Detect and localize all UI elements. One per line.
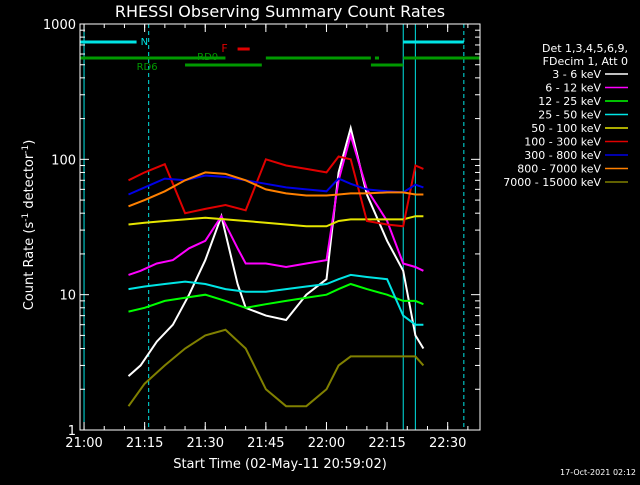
y-axis-label: Count Rate (s-1 detector-1) (21, 140, 37, 311)
x-tick-label: 22:30 (429, 436, 466, 451)
legend-label: 3 - 6 keV (552, 68, 601, 81)
y-tick-label: 1 (68, 424, 76, 439)
x-tick-label: 21:15 (126, 436, 163, 451)
x-axis-label: Start Time (02-May-11 20:59:02) (173, 457, 387, 472)
series-line-5 (128, 155, 424, 228)
series-line-1 (128, 131, 424, 276)
series-line-7 (128, 171, 424, 208)
x-tick-label: 21:45 (247, 436, 284, 451)
night-flag-label: N (141, 37, 148, 48)
rd0-flag-label: RD0 (197, 52, 218, 63)
chart-title: RHESSI Observing Summary Count Rates (115, 2, 445, 21)
legend-header-line: FDecim 1, Att 0 (543, 55, 628, 68)
legend-label: 800 - 7000 keV (517, 163, 601, 176)
x-tick-label: 22:15 (368, 436, 405, 451)
x-tick-label: 21:00 (65, 436, 102, 451)
legend-label: 25 - 50 keV (538, 109, 601, 122)
series-line-2 (128, 282, 424, 313)
flare-flag-label: F (221, 42, 227, 55)
legend-label: 300 - 800 keV (524, 149, 601, 162)
rd6-flag-label: RD6 (137, 62, 158, 73)
footer-date: 17-Oct-2021 02:12 (560, 468, 636, 477)
legend-label: 12 - 25 keV (538, 95, 601, 108)
x-tick-label: 21:30 (187, 436, 224, 451)
y-tick-label: 10 (59, 289, 76, 304)
plot-frame (79, 23, 481, 431)
series-line-0 (127, 124, 425, 377)
legend: Det 1,3,4,5,6,9,FDecim 1, Att 03 - 6 keV… (503, 42, 628, 189)
legend-label: 50 - 100 keV (531, 122, 601, 135)
series-line-3 (128, 273, 424, 326)
legend-label: 100 - 300 keV (524, 136, 601, 149)
legend-label: 6 - 12 keV (545, 82, 601, 95)
series-line-8 (127, 328, 425, 408)
x-tick-label: 22:00 (308, 436, 345, 451)
legend-header-line: Det 1,3,4,5,6,9, (542, 42, 628, 55)
y-tick-label: 1000 (43, 18, 76, 33)
legend-label: 7000 - 15000 keV (503, 176, 601, 189)
y-tick-label: 100 (51, 153, 76, 168)
series-line-4 (128, 215, 424, 228)
